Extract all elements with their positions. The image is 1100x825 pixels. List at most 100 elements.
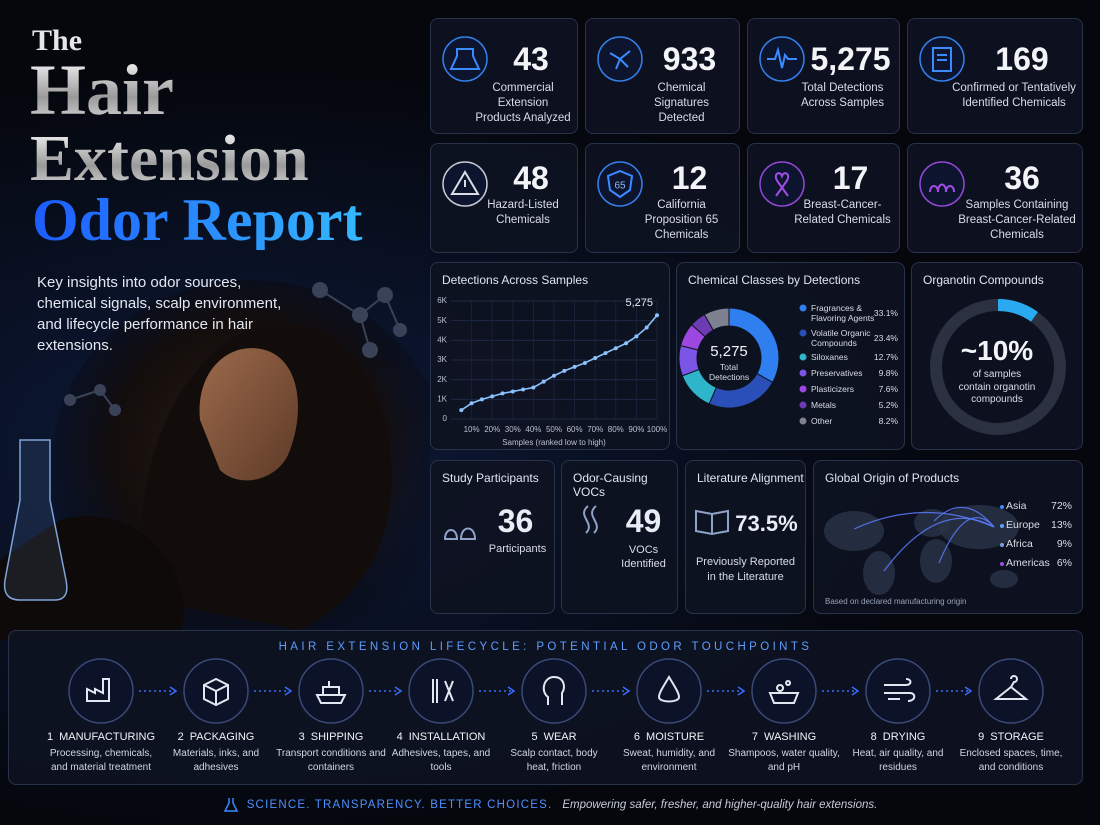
- step-ring: [978, 658, 1044, 724]
- legend-dot: [1000, 543, 1004, 547]
- panel-title: Global Origin of Products: [825, 471, 960, 485]
- origin-panel: Global Origin of Products Asia 72% Europe 13…: [813, 460, 1083, 614]
- flow-arc: [883, 517, 995, 572]
- vocs-panel: Odor-Causing VOCs 49 VOCs Identified: [561, 460, 678, 614]
- stat-card: 5,275 Total Detections Across Samples: [747, 18, 900, 134]
- region-share: 72%: [1050, 500, 1072, 512]
- step-icon: [884, 678, 916, 702]
- step-icon: [768, 680, 800, 704]
- continent: [990, 570, 1018, 588]
- data-point: [582, 360, 587, 365]
- graphic: [68, 658, 1044, 724]
- footer-text: Empowering safer, fresher, and higher-qu…: [562, 798, 878, 811]
- flow-arc: [938, 517, 995, 564]
- y-tick-label: 3K: [437, 355, 447, 364]
- icon-ring: [759, 36, 805, 82]
- graphic: 65: [597, 161, 643, 207]
- icon: [929, 183, 955, 193]
- legend-swatch: [799, 401, 807, 409]
- data-point: [500, 391, 505, 396]
- y-tick-label: 4K: [437, 335, 447, 344]
- region-name: Asia: [1006, 500, 1027, 512]
- big-label: Participants: [488, 543, 547, 555]
- graphic: [930, 299, 1066, 435]
- stat-label: Samples Containing Breast-Cancer-Related…: [958, 199, 1076, 241]
- step-heading: 9 STORAGE: [951, 731, 1071, 743]
- icon: [583, 505, 598, 534]
- icon: [774, 172, 790, 197]
- x-tick-label: 80%: [608, 425, 624, 434]
- step-name: MOISTURE: [646, 731, 705, 743]
- legend-value: 7.6%: [878, 384, 898, 394]
- stat-label: Confirmed or Tentatively Identified Chem…: [952, 82, 1076, 109]
- legend-swatch: [799, 329, 807, 337]
- data-point: [552, 373, 556, 378]
- step-ring: [521, 658, 587, 724]
- lifecycle-panel: HAIR EXTENSION LIFECYCLE: POTENTIAL ODOR…: [8, 630, 1083, 785]
- arrow-head: [851, 686, 860, 696]
- data-point: [541, 379, 546, 384]
- region-name: Americas: [1006, 557, 1050, 569]
- line-panel: Detections Across Samples 0 1K 2K 3K 4K 5K 6K 10…: [430, 262, 670, 450]
- legend-swatch: [799, 369, 807, 377]
- legend-label: Plasticizers: [811, 384, 854, 394]
- literature-panel: Literature Alignment 73.5% Previously Repo…: [685, 460, 806, 614]
- chart-title: Detections Across Samples: [442, 273, 589, 287]
- data-point: [613, 346, 618, 351]
- x-tick-label: 50%: [546, 425, 562, 434]
- x-axis-label: Samples (ranked low to high): [502, 438, 606, 447]
- intro: Key insights into odor sources, chemical…: [37, 274, 282, 354]
- region-share: 13%: [1050, 519, 1072, 531]
- continent: [920, 539, 952, 583]
- big-label: VOCs Identified: [621, 544, 666, 570]
- step-ring: [865, 658, 931, 724]
- graphic: [443, 527, 477, 540]
- x-tick-label: 70%: [587, 425, 603, 434]
- data-point: [593, 356, 598, 361]
- chart-title: Chemical Classes by Detections: [688, 273, 861, 287]
- region-name: Europe: [1006, 519, 1040, 531]
- panel-title: Study Participants: [442, 471, 539, 485]
- continent: [824, 511, 884, 551]
- step-desc: Heat, air quality, and residues: [852, 748, 944, 773]
- step-heading: 5 WEAR: [494, 731, 614, 743]
- graphic: [583, 505, 598, 534]
- graphic: [759, 36, 805, 82]
- note: Based on declared manufacturing origin: [825, 597, 967, 606]
- gauge-track: [930, 299, 1066, 435]
- step-number: 3: [298, 731, 305, 743]
- stat-card: 933 Chemical Signatures Detected: [585, 18, 740, 134]
- step-icon: [542, 675, 565, 705]
- icon: [450, 170, 480, 195]
- data-point: [655, 313, 659, 318]
- legend-dot: [1000, 505, 1004, 509]
- step-heading: 6 MOISTURE: [609, 731, 729, 743]
- step-name: WEAR: [543, 731, 577, 743]
- data-point: [531, 385, 536, 390]
- title-line: Extension: [30, 122, 309, 195]
- step-number: 9: [978, 731, 985, 743]
- icon: [695, 509, 729, 536]
- center-value: 5,275: [710, 343, 748, 360]
- step-number: 7: [751, 731, 758, 743]
- icon: [606, 169, 634, 199]
- step-number: 4: [396, 731, 403, 743]
- graphic: 0 1K 2K 3K 4K 5K 6K 10% 20% 30% 40% 50% 60% 70% 80% 90%…: [437, 296, 667, 447]
- legend-value: 23.4%: [873, 333, 898, 343]
- stat-label: Commercial Extension Products Analyzed: [475, 82, 571, 124]
- legend-label: Siloxanes: [811, 352, 848, 362]
- graphic: [442, 36, 488, 82]
- flask: [3, 439, 68, 601]
- data-point: [603, 351, 608, 356]
- legend-value: 9.8%: [878, 368, 898, 378]
- data-point: [562, 368, 567, 373]
- data-point: [490, 394, 495, 399]
- stat-label: Breast-Cancer-Related Chemicals: [794, 199, 891, 226]
- big-value: 49: [625, 503, 662, 539]
- step-heading: 4 INSTALLATION: [381, 731, 501, 743]
- icon: [449, 48, 481, 70]
- step-desc: Processing, chemicals, and material trea…: [49, 748, 153, 773]
- step-desc: Sweat, humidity, and environment: [622, 748, 716, 773]
- stat-label: Chemical Signatures Detected: [654, 82, 709, 124]
- y-tick-label: 1K: [437, 394, 447, 403]
